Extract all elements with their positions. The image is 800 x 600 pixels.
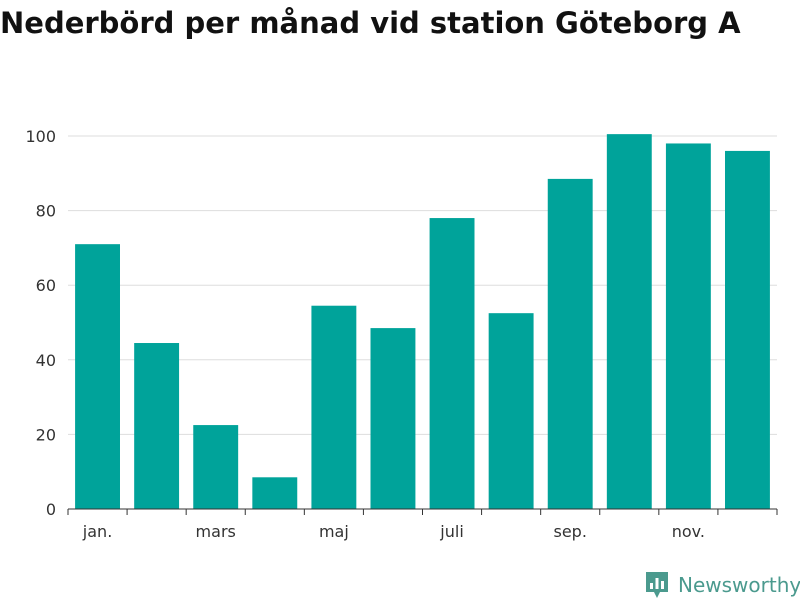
- y-tick-label: 60: [36, 276, 56, 295]
- y-tick-label: 0: [46, 500, 56, 519]
- bar: [488, 313, 534, 509]
- x-tick-label: juli: [439, 522, 463, 541]
- y-tick-label: 20: [36, 425, 56, 444]
- x-tick-label: nov.: [672, 522, 705, 541]
- y-tick-label: 40: [36, 351, 56, 370]
- x-tick-label: mars: [196, 522, 236, 541]
- y-tick-label: 80: [36, 202, 56, 221]
- gridlines: [68, 135, 777, 435]
- newsworthy-logo-icon: [646, 572, 668, 598]
- x-axis-labels: jan. mars maj juli sep. nov.: [82, 522, 705, 541]
- brand-logo: Newsworthy: [644, 570, 800, 600]
- bar: [547, 178, 593, 509]
- bars: [75, 134, 770, 510]
- bar: [665, 143, 711, 509]
- bar: [75, 244, 120, 510]
- bar: [311, 305, 357, 509]
- x-axis: [67, 508, 778, 515]
- y-tick-label: 100: [25, 127, 56, 146]
- chart-title: Nederbörd per månad vid station Göteborg…: [0, 6, 741, 40]
- y-axis-labels: 0 20 40 60 80 100: [25, 127, 56, 519]
- x-tick-label: sep.: [553, 522, 586, 541]
- bar: [429, 218, 475, 509]
- bar: [725, 150, 770, 510]
- x-tick-label: maj: [319, 522, 349, 541]
- x-tick-label: jan.: [82, 522, 112, 541]
- bar: [252, 477, 298, 509]
- bar: [370, 328, 416, 509]
- bar: [134, 343, 180, 509]
- brand-name: Newsworthy: [678, 573, 800, 597]
- bar: [193, 425, 239, 509]
- bar: [606, 134, 652, 509]
